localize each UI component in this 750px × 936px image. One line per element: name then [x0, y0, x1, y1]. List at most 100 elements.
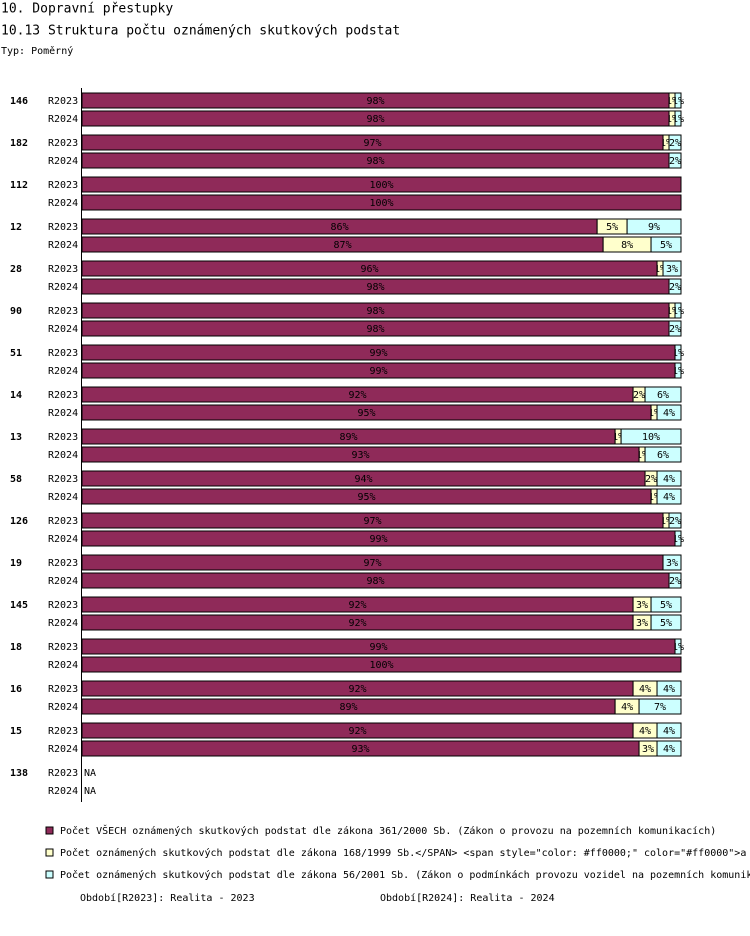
value-label: 4% — [663, 474, 675, 485]
value-label: 1% — [672, 96, 684, 107]
bar-segment — [650, 614, 682, 631]
row-label: R2024 — [48, 702, 78, 713]
group-label: 146 — [10, 96, 28, 107]
chart-note: Typ: Poměrný — [1, 45, 73, 57]
value-label: 100% — [369, 660, 393, 671]
value-label: 3% — [666, 264, 678, 275]
value-label: 2% — [633, 390, 645, 401]
value-label: 5% — [660, 600, 672, 611]
row-label: R2023 — [48, 726, 78, 737]
value-label: 2% — [669, 138, 681, 149]
value-label: 1% — [666, 306, 678, 317]
value-label: 99% — [369, 642, 387, 653]
row-label: R2024 — [48, 240, 78, 251]
missing-label: NA — [84, 786, 96, 797]
value-label: 3% — [642, 744, 654, 755]
value-label: 99% — [369, 348, 387, 359]
group-label: 18 — [10, 642, 22, 653]
row-label: R2024 — [48, 786, 78, 797]
value-label: 2% — [669, 516, 681, 527]
value-label: 89% — [340, 702, 358, 713]
group-label: 58 — [10, 474, 22, 485]
bar-segment — [650, 596, 682, 613]
value-label: 4% — [639, 684, 651, 695]
value-label: 92% — [349, 684, 367, 695]
group-label: 90 — [10, 306, 22, 317]
value-label: 1% — [672, 306, 684, 317]
value-label: 2% — [645, 474, 657, 485]
value-label: 2% — [669, 282, 681, 293]
bar-segment — [674, 302, 682, 319]
value-label: 93% — [352, 450, 370, 461]
row-label: R2023 — [48, 306, 78, 317]
row-label: R2024 — [48, 534, 78, 545]
bar-segment — [656, 722, 682, 739]
bar-segment — [644, 386, 682, 403]
value-label: 1% — [648, 408, 660, 419]
row-label: R2023 — [48, 516, 78, 527]
value-label: 87% — [334, 240, 352, 251]
value-label: 4% — [663, 744, 675, 755]
row-label: R2024 — [48, 618, 78, 629]
value-label: 93% — [352, 744, 370, 755]
value-label: 1% — [636, 450, 648, 461]
value-label: 98% — [366, 282, 384, 293]
row-label: R2024 — [48, 408, 78, 419]
value-label: 7% — [654, 702, 666, 713]
value-label: 5% — [660, 240, 672, 251]
row-label: R2023 — [48, 684, 78, 695]
value-label: 1% — [672, 534, 684, 545]
group-label: 126 — [10, 516, 28, 527]
group-label: 19 — [10, 558, 22, 569]
row-label: R2023 — [48, 642, 78, 653]
value-label: 1% — [666, 114, 678, 125]
row-label: R2023 — [48, 348, 78, 359]
value-label: 1% — [660, 138, 672, 149]
value-label: 2% — [669, 324, 681, 335]
value-label: 4% — [639, 726, 651, 737]
value-label: 3% — [636, 618, 648, 629]
bar-segment — [650, 236, 682, 253]
row-label: R2023 — [48, 558, 78, 569]
row-label: R2024 — [48, 156, 78, 167]
bar-segment — [656, 404, 682, 421]
row-label: R2023 — [48, 138, 78, 149]
group-label: 145 — [10, 600, 28, 611]
row-label: R2024 — [48, 198, 78, 209]
value-label: 92% — [349, 600, 367, 611]
group-label: 138 — [10, 768, 28, 779]
chart-title: 10. Dopravní přestupky — [1, 2, 173, 17]
value-label: 2% — [669, 576, 681, 587]
group-label: 13 — [10, 432, 22, 443]
value-label: 98% — [366, 576, 384, 587]
value-label: 1% — [666, 96, 678, 107]
bar-segment — [656, 470, 682, 487]
bar-segment — [674, 110, 682, 127]
group-label: 14 — [10, 390, 22, 401]
row-label: R2023 — [48, 432, 78, 443]
value-label: 98% — [366, 324, 384, 335]
row-label: R2024 — [48, 324, 78, 335]
value-label: 94% — [354, 474, 372, 485]
group-label: 182 — [10, 138, 28, 149]
bar-segment — [674, 638, 682, 655]
value-label: 86% — [331, 222, 349, 233]
bar-segment — [656, 488, 682, 505]
value-label: 92% — [349, 726, 367, 737]
group-label: 15 — [10, 726, 22, 737]
bar-segment — [81, 194, 682, 211]
row-label: R2024 — [48, 114, 78, 125]
bar-segment — [626, 218, 682, 235]
bar-segment — [674, 530, 682, 547]
value-label: 1% — [672, 366, 684, 377]
value-label: 2% — [669, 156, 681, 167]
value-label: 97% — [363, 138, 381, 149]
group-label: 16 — [10, 684, 22, 695]
row-label: R2024 — [48, 492, 78, 503]
value-label: 1% — [612, 432, 624, 443]
value-label: 3% — [666, 558, 678, 569]
legend-label: Počet oznámených skutkových podstat dle … — [60, 869, 750, 881]
row-label: R2023 — [48, 222, 78, 233]
value-label: 95% — [357, 408, 375, 419]
